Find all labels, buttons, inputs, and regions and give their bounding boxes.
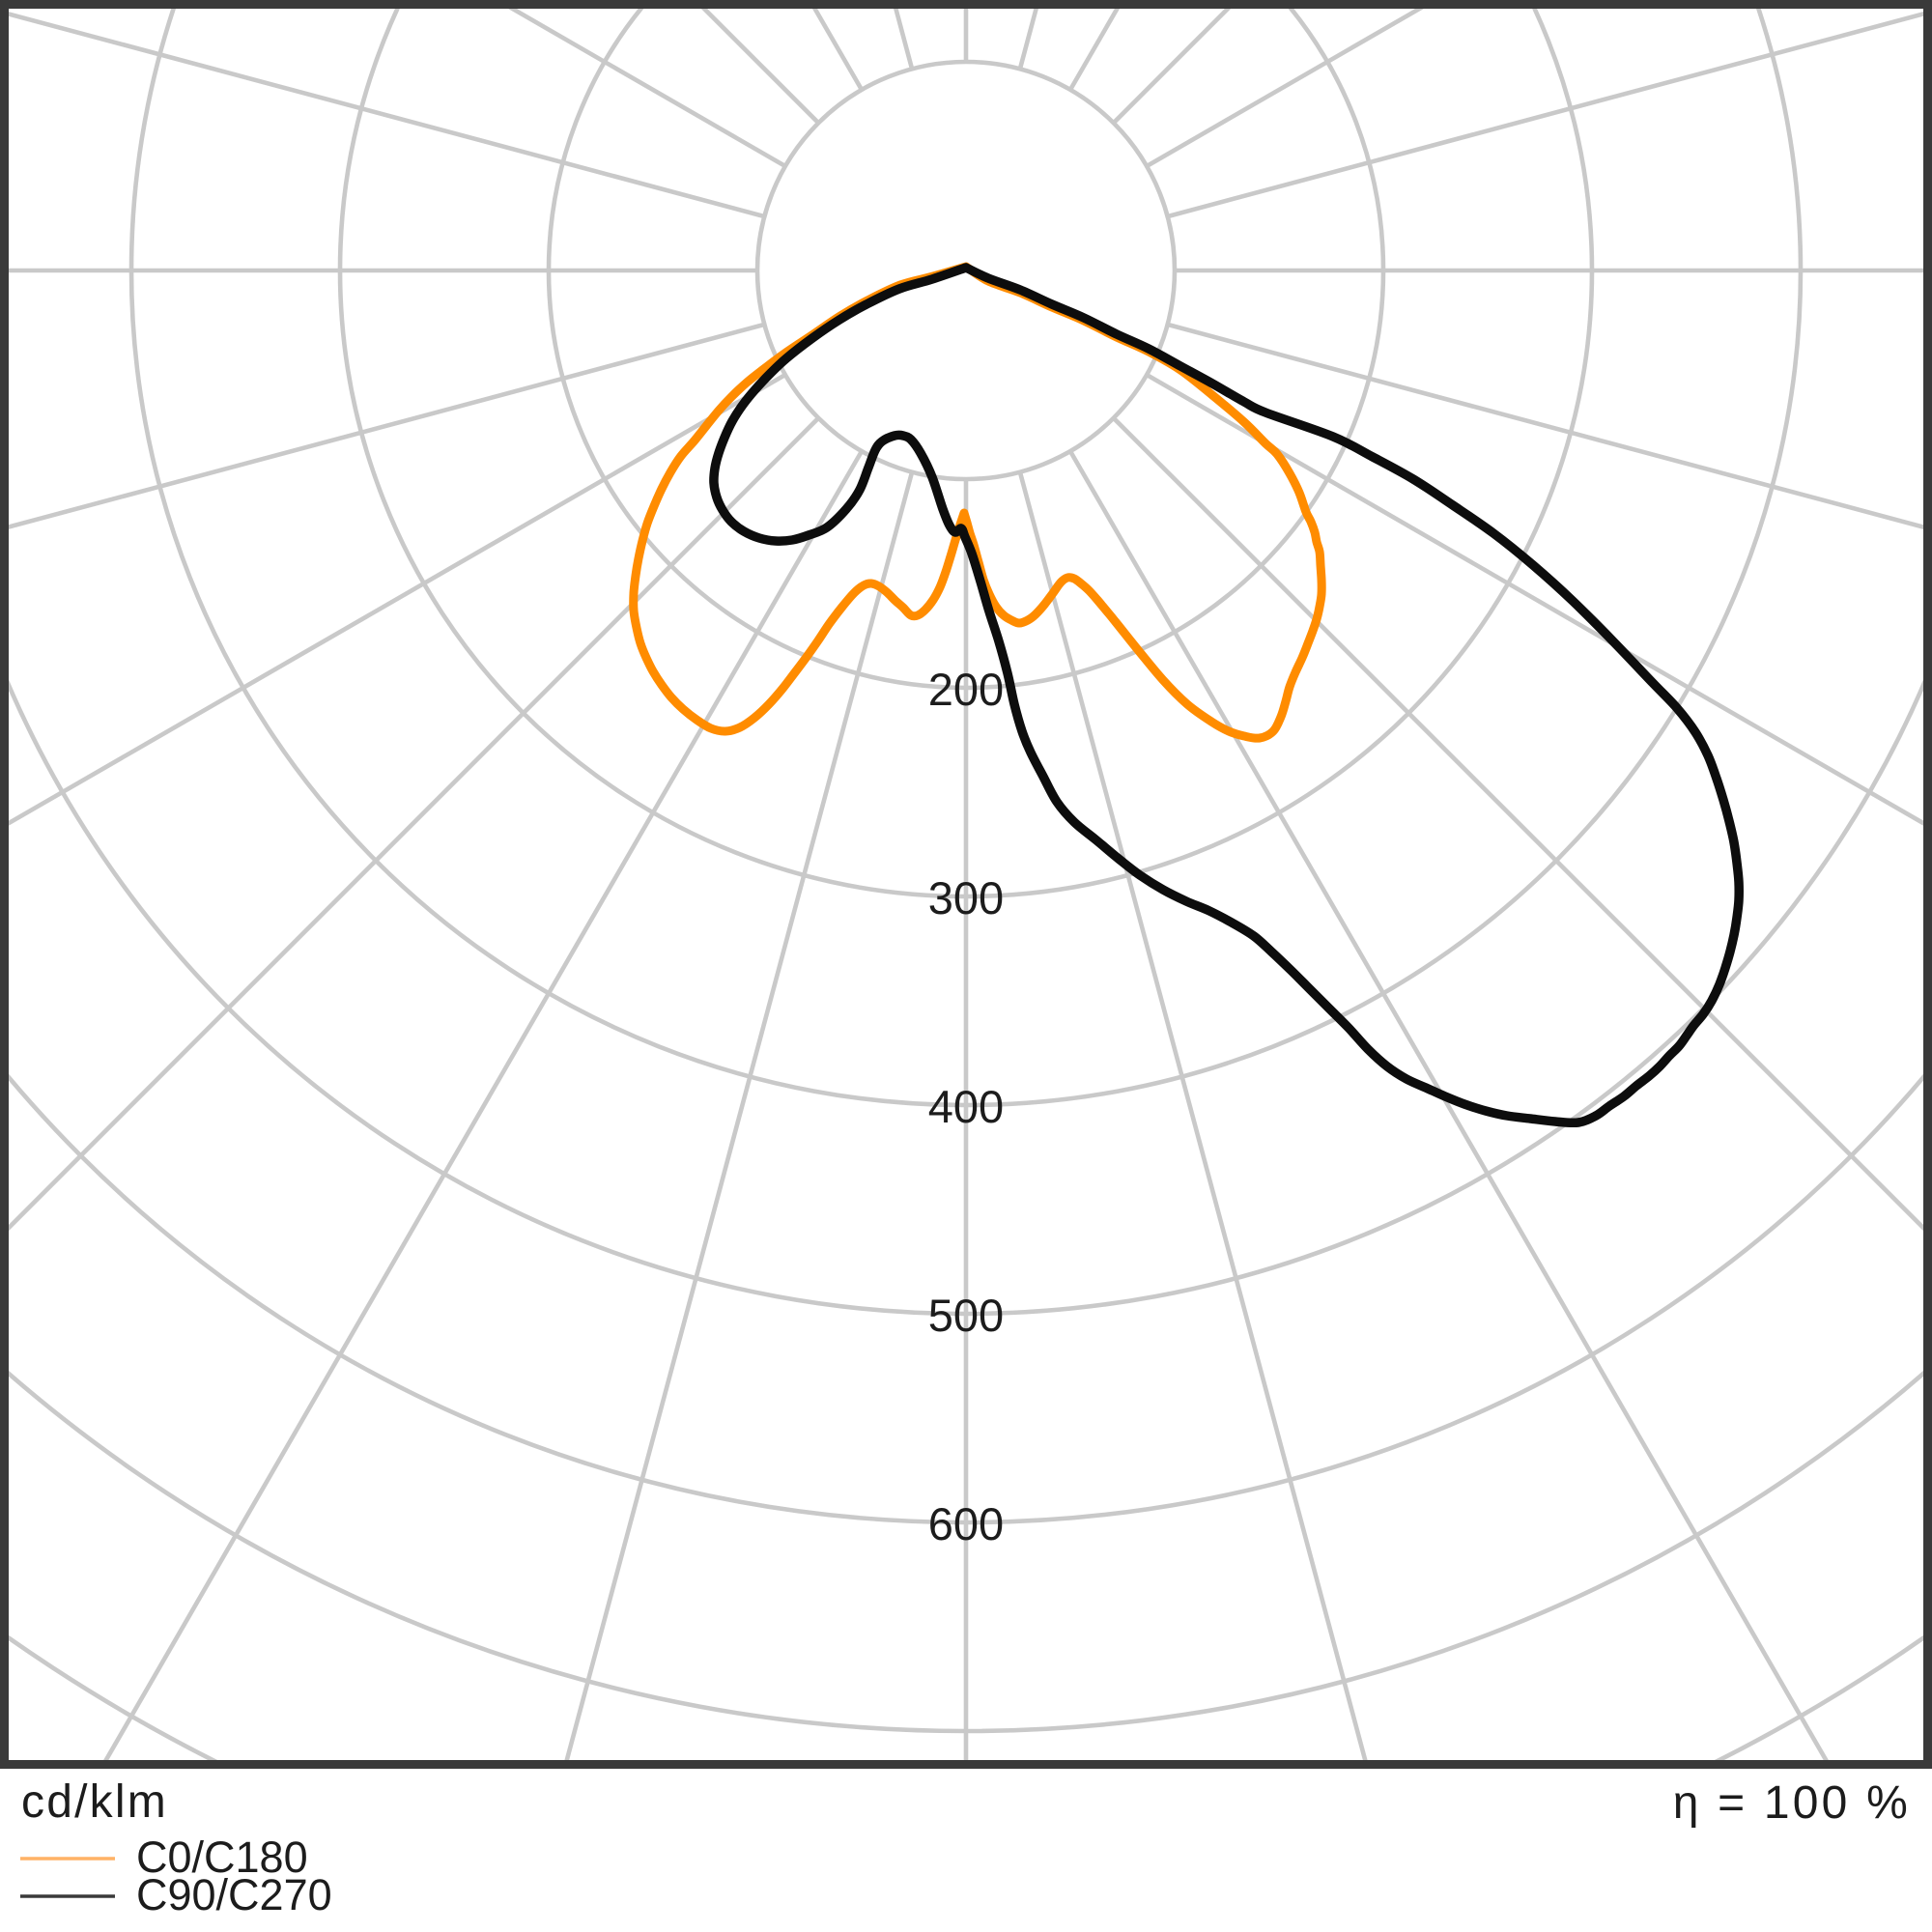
svg-text:200: 200 <box>928 664 1004 715</box>
svg-text:η = 100 %: η = 100 % <box>1673 1777 1911 1829</box>
svg-text:C0/C180: C0/C180 <box>136 1833 308 1882</box>
svg-text:500: 500 <box>928 1290 1004 1341</box>
svg-text:cd/klm: cd/klm <box>21 1776 168 1828</box>
svg-text:400: 400 <box>928 1081 1004 1132</box>
svg-text:600: 600 <box>928 1498 1004 1549</box>
svg-text:C90/C270: C90/C270 <box>136 1870 332 1919</box>
svg-text:300: 300 <box>928 872 1004 923</box>
